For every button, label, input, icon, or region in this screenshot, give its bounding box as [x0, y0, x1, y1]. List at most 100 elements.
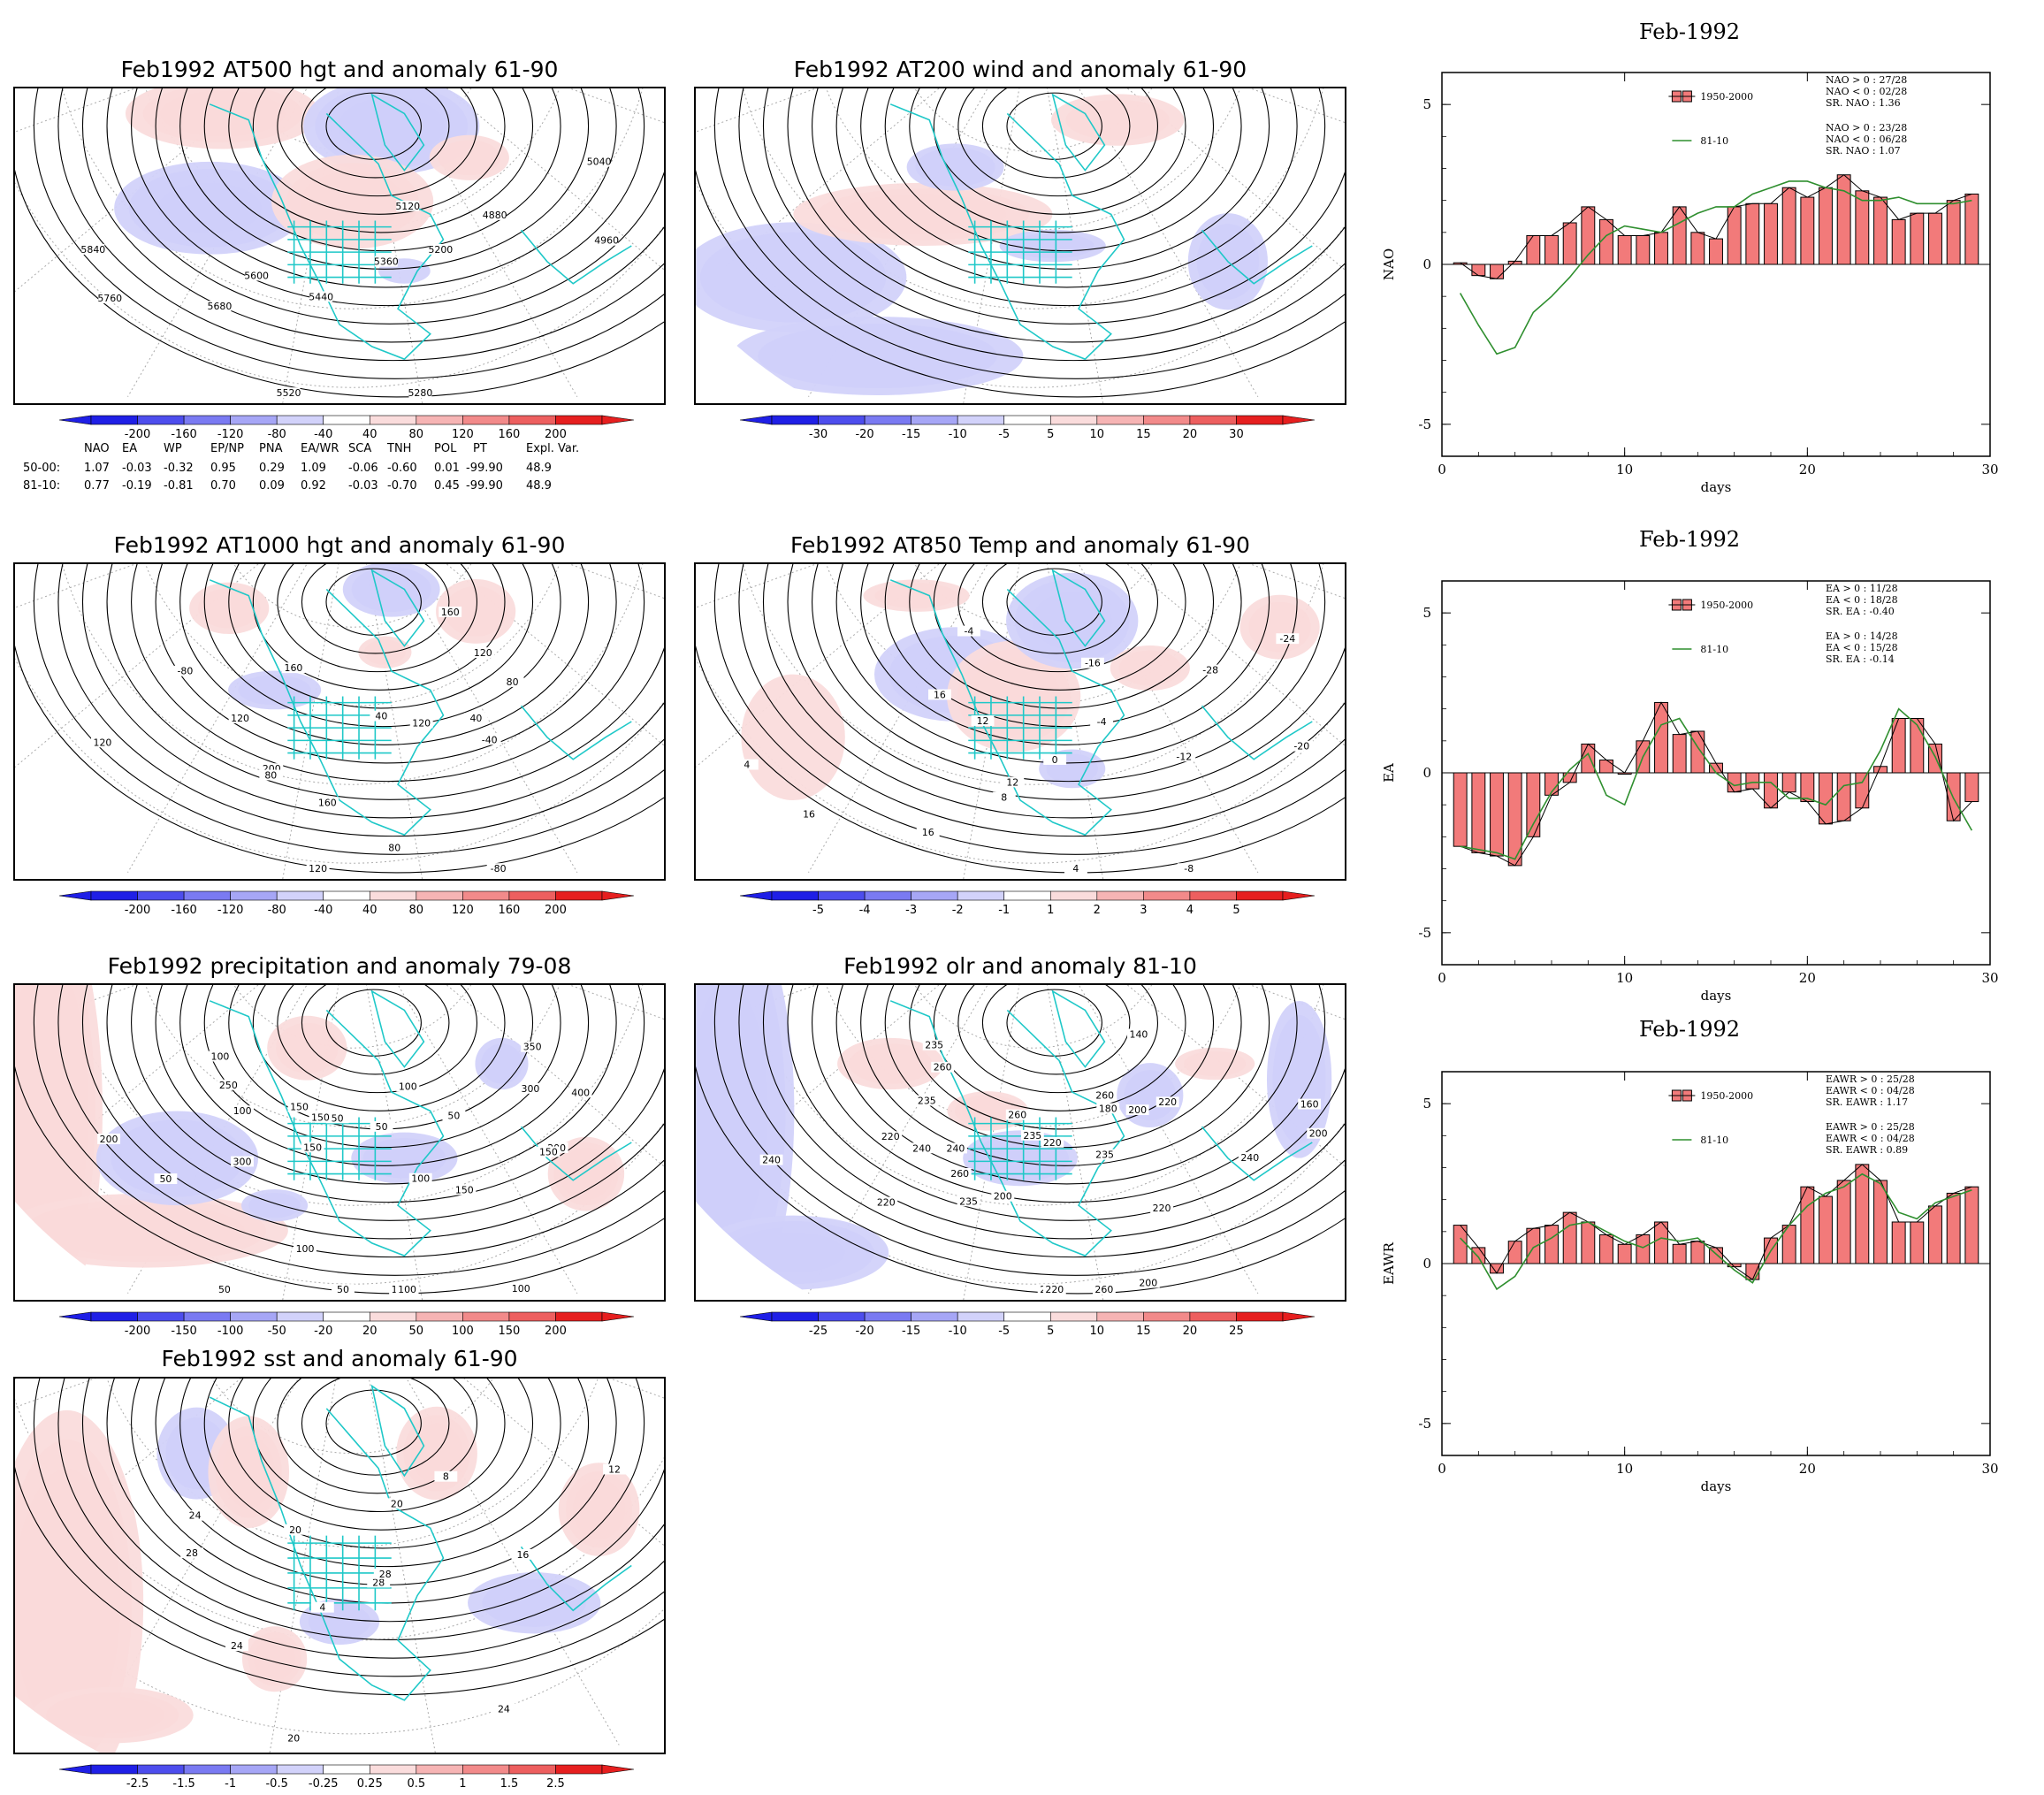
bar [1617, 1243, 1632, 1264]
stats-text: EA < 0 : 18/28 [1826, 594, 1898, 606]
index-header-cell: WP [164, 442, 182, 455]
colorbar-arrow-high [1282, 890, 1316, 901]
colorbar-arrow-high [601, 1764, 635, 1775]
bar [1690, 730, 1705, 774]
colorbar-tick-label: -20 [855, 1325, 873, 1338]
contour-label: -80 [491, 863, 507, 875]
colorbar-segment [276, 890, 324, 901]
y-axis-label: EA [1381, 763, 1397, 783]
colorbar-segment [555, 1764, 603, 1775]
y-tick-label: 5 [1422, 1096, 1431, 1111]
colorbar-segment [230, 1311, 278, 1322]
contour-label: 240 [947, 1142, 965, 1154]
colorbar-tick-label: 40 [362, 904, 378, 917]
colorbar-segment [462, 415, 510, 425]
colorbar-segment [1143, 890, 1191, 901]
contour-label: 250 [219, 1080, 238, 1091]
x-tick-label: 10 [1616, 970, 1633, 986]
contour-label: 200 [1128, 1104, 1147, 1116]
colorbar-tick-label: -2 [952, 904, 964, 917]
colorbar-segment [957, 890, 1005, 901]
contour-label: 235 [925, 1040, 943, 1051]
colorbar-tick-label: -80 [268, 428, 286, 441]
colorbar-segment [818, 890, 866, 901]
hemisphere-mask [15, 985, 664, 1300]
contour-label: 20 [391, 1498, 403, 1509]
contour-label: 300 [522, 1083, 540, 1095]
colorbar-tick-label: -4 [859, 904, 871, 917]
bar [1636, 234, 1651, 265]
contour-label: 150 [455, 1184, 474, 1195]
bar [1836, 174, 1851, 265]
colorbar-segment [911, 1311, 958, 1322]
bar [1453, 772, 1468, 847]
legend-label: 1950-2000 [1700, 600, 1753, 611]
bar [1672, 734, 1687, 774]
colorbar-segment [416, 415, 463, 425]
coastlines [209, 569, 632, 836]
contour-label: 4 [1072, 863, 1079, 875]
contour-label: 5680 [208, 301, 233, 312]
coastlines [889, 569, 1313, 836]
bar [1581, 1221, 1596, 1264]
timeseries-chart: 5 0 -5 0 10 20 30 days NAO 1950-2000 81-10 NAO > 0 … [1381, 72, 1999, 495]
colorbar-tick-label: 200 [545, 904, 567, 917]
contour-lines [696, 88, 1345, 398]
x-tick-label: 10 [1616, 1461, 1633, 1477]
hemisphere-mask [696, 985, 1345, 1300]
bar [1819, 772, 1833, 825]
index-value-cell: -0.32 [164, 462, 194, 475]
index-value-cell: 0.77 [84, 479, 110, 493]
contour-label: 100 [411, 1173, 430, 1185]
contour-label: 4880 [483, 210, 507, 221]
contour-label: 220 [877, 1197, 896, 1209]
colorbar-segment [137, 415, 185, 425]
colorbar-tick-label: 1.5 [500, 1777, 519, 1791]
colorbar-tick-label: -30 [809, 428, 828, 441]
colorbar-tick-label: 40 [362, 428, 378, 441]
contour-label: 16 [516, 1549, 529, 1561]
stats-text: SR. EA : -0.40 [1826, 606, 1895, 617]
colorbar-tick-label: -10 [949, 1325, 967, 1338]
colorbar-tick-label: -40 [314, 428, 332, 441]
contour-label: 100 [398, 1284, 416, 1295]
contour-label: 200 [994, 1191, 1012, 1203]
colorbar-tick-label: -200 [125, 904, 151, 917]
contour-label: -24 [1279, 633, 1295, 645]
colorbar-tick-label: 1 [459, 1777, 466, 1791]
y-tick-label: 5 [1422, 605, 1431, 621]
contour-label: -28 [1202, 665, 1218, 676]
colorbar-tick-label: -50 [268, 1325, 286, 1338]
index-header-cell: EA [122, 442, 138, 455]
index-header-cell: EP/NP [210, 442, 244, 455]
bar-top-line [1460, 701, 1972, 867]
contour-label: 5120 [395, 201, 420, 212]
bar [1654, 232, 1668, 265]
colorbar-segment [276, 415, 324, 425]
contour-label: 16 [803, 808, 815, 820]
bar [1507, 1241, 1522, 1264]
hemisphere-mask [15, 564, 664, 879]
colorbar-arrow-low [58, 1764, 92, 1775]
x-tick-label: 20 [1799, 462, 1816, 477]
colorbar-tick-label: 15 [1136, 428, 1151, 441]
contour-label: 16 [922, 827, 934, 838]
index-value-cell: -99.90 [466, 462, 503, 475]
bar [1946, 1192, 1961, 1264]
colorbar-segment [230, 1764, 278, 1775]
colorbar-segment [416, 890, 463, 901]
colorbar-tick-label: 0.5 [407, 1777, 425, 1791]
contour-label: 220 [1153, 1203, 1171, 1214]
bar [1690, 232, 1705, 265]
colorbar-tick-label: -1 [998, 904, 1010, 917]
contour-label: 235 [1095, 1150, 1114, 1161]
x-tick-label: 0 [1438, 1461, 1446, 1477]
contour-label: 5520 [277, 387, 301, 399]
bar [1873, 196, 1888, 265]
bar [1910, 718, 1925, 774]
bar [1855, 190, 1870, 265]
stats-text: NAO > 0 : 23/28 [1826, 122, 1907, 134]
colorbar-segment [369, 1764, 417, 1775]
index-header-cell: NAO [84, 442, 110, 455]
contour-labels: -24 -28 -20 -16 -12 -8 -4 0 4 8 12 16 12 16 16 4 -4 [735, 626, 1314, 875]
